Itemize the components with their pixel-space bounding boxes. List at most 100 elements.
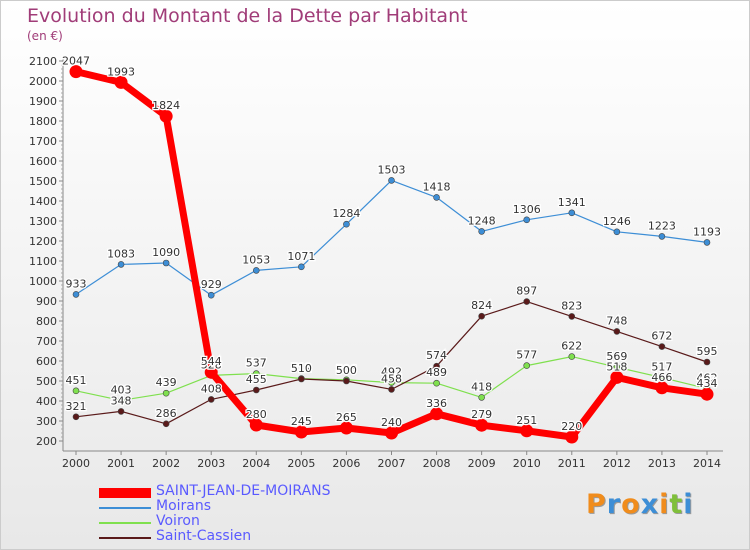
data-label-saint-jean-de-moirans: 518 [606,360,627,373]
y-tick-label: 1200 [29,235,57,248]
data-point-moirans [343,220,350,228]
data-point-moirans [658,233,666,240]
data-label-saint-cassien: 672 [651,330,672,343]
data-point-saint-cassien [388,386,395,393]
x-tick-label: 2002 [152,457,180,470]
data-label-moirans: 1341 [558,196,586,209]
data-label-voiron: 418 [471,380,492,393]
y-tick-label: 500 [36,375,57,388]
data-label-moirans: 1418 [423,180,451,193]
legend-label: Voiron [156,513,200,529]
data-label-moirans: 1071 [287,250,315,263]
x-tick-label: 2000 [62,457,90,470]
data-point-voiron [568,353,576,360]
data-point-saint-jean-de-moirans [700,387,714,401]
data-point-saint-jean-de-moirans [430,407,444,421]
data-point-moirans [568,209,576,217]
x-tick-label: 2009 [468,457,496,470]
data-label-voiron: 577 [516,349,537,362]
data-label-voiron: 439 [156,376,177,389]
data-label-saint-jean-de-moirans: 245 [291,415,312,428]
y-tick-label: 300 [36,415,57,428]
data-point-moirans [117,261,125,268]
x-tick-label: 2011 [558,457,586,470]
data-label-saint-jean-de-moirans: 2047 [62,55,90,68]
data-label-saint-jean-de-moirans: 466 [651,371,672,384]
chart-unit-label: (en €) [27,29,63,43]
legend-swatch [99,522,151,524]
chart-title: Evolution du Montant de la Dette par Hab… [27,5,468,27]
data-label-voiron: 506 [336,363,357,376]
data-point-saint-cassien [478,312,485,320]
data-point-saint-jean-de-moirans [610,370,624,384]
y-tick-label: 1800 [29,115,57,128]
data-label-moirans: 1503 [378,163,406,176]
legend-swatch [99,537,151,539]
data-label-voiron: 528 [201,358,222,371]
data-point-saint-cassien [162,420,170,428]
data-point-saint-jean-de-moirans [475,418,489,432]
legend-swatch [99,507,151,509]
data-point-moirans [298,263,305,271]
y-tick-label: 900 [36,295,57,308]
data-point-saint-cassien [298,375,305,383]
data-point-saint-jean-de-moirans [339,421,353,435]
data-point-saint-jean-de-moirans [204,365,218,379]
data-point-saint-jean-de-moirans [385,426,398,440]
data-label-saint-cassien: 824 [471,299,492,312]
data-label-moirans: 1246 [603,215,631,228]
data-point-voiron [162,389,170,397]
y-tick-label: 1400 [29,195,57,208]
data-label-voiron: 403 [111,383,132,396]
data-point-voiron [613,363,621,371]
data-label-voiron: 451 [66,374,87,387]
data-label-saint-cassien: 286 [156,407,177,420]
x-tick-label: 2006 [332,457,360,470]
x-tick-label: 2003 [197,457,225,470]
data-label-voiron: 569 [606,350,627,363]
data-label-voiron: 489 [426,366,447,379]
y-tick-label: 1000 [29,275,57,288]
data-label-saint-cassien: 748 [606,314,627,327]
data-point-saint-cassien [117,408,125,415]
data-point-moirans [613,228,621,236]
data-point-moirans [162,259,170,267]
data-label-voiron: 512 [291,362,312,375]
data-label-voiron: 492 [381,366,402,379]
y-tick-label: 1900 [29,95,57,108]
data-label-moirans: 1083 [107,247,135,260]
data-label-moirans: 1053 [242,253,270,266]
data-label-saint-jean-de-moirans: 1824 [152,99,180,112]
data-label-saint-cassien: 574 [426,349,447,362]
data-label-saint-cassien: 458 [381,372,402,385]
x-tick-label: 2012 [603,457,631,470]
data-point-moirans [433,194,440,201]
data-point-saint-cassien [568,313,576,320]
x-tick-label: 2001 [107,457,135,470]
data-point-saint-cassien [703,358,711,366]
data-label-saint-jean-de-moirans: 1993 [107,65,135,78]
data-point-moirans [523,216,531,224]
data-point-saint-cassien [523,298,531,305]
data-label-saint-cassien: 823 [561,299,582,312]
data-label-saint-cassien: 897 [516,285,537,298]
data-label-moirans: 933 [66,277,87,290]
y-tick-label: 2100 [29,55,57,68]
data-label-saint-jean-de-moirans: 251 [516,414,537,427]
data-point-saint-jean-de-moirans [294,425,308,439]
data-point-saint-jean-de-moirans [565,430,579,444]
data-point-voiron [252,370,260,377]
data-point-voiron [117,397,125,404]
data-label-saint-cassien: 455 [246,373,267,386]
y-tick-label: 1100 [29,255,57,268]
data-point-voiron [478,394,485,401]
data-label-saint-jean-de-moirans: 220 [561,420,582,433]
x-tick-label: 2013 [648,457,676,470]
data-label-saint-cassien: 595 [697,345,718,358]
data-label-saint-cassien: 321 [66,400,87,413]
data-label-saint-cassien: 408 [201,382,222,395]
y-tick-label: 1700 [29,135,57,148]
legend-label: Saint-Cassien [156,528,252,544]
data-point-saint-cassien [658,343,666,350]
